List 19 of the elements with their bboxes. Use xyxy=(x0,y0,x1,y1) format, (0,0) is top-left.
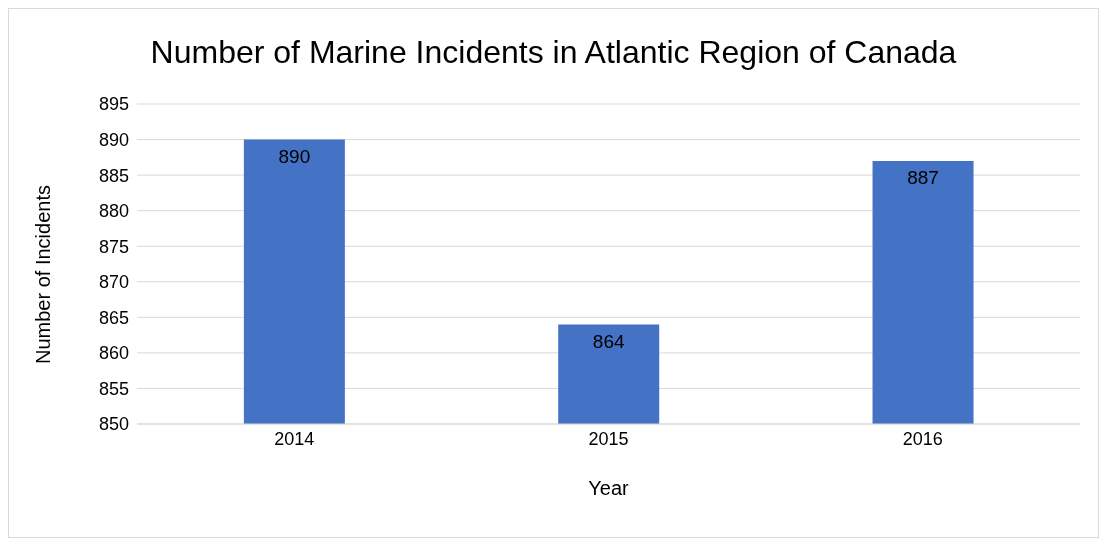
y-tick-label: 860 xyxy=(98,343,129,364)
y-tick-label: 850 xyxy=(98,414,129,435)
y-tick-label: 855 xyxy=(98,378,129,399)
y-axis-title: Number of Incidents xyxy=(32,185,55,364)
x-tick-label: 2014 xyxy=(274,428,315,449)
chart-title: Number of Marine Incidents in Atlantic Region of Canada xyxy=(149,32,958,72)
x-tick-label: 2016 xyxy=(902,428,943,449)
x-tick-label: 2015 xyxy=(588,428,629,449)
data-label: 864 xyxy=(592,330,625,352)
y-tick-label: 895 xyxy=(98,94,129,115)
x-axis-title: Year xyxy=(588,477,630,499)
y-tick-label: 890 xyxy=(98,129,129,150)
y-tick-label: 875 xyxy=(98,236,129,257)
y-tick-label: 870 xyxy=(98,272,129,293)
y-tick-label: 885 xyxy=(98,165,129,186)
y-tick-label: 865 xyxy=(98,307,129,328)
data-label: 887 xyxy=(907,167,939,189)
y-tick-label: 880 xyxy=(98,201,129,222)
data-label: 890 xyxy=(278,146,311,168)
